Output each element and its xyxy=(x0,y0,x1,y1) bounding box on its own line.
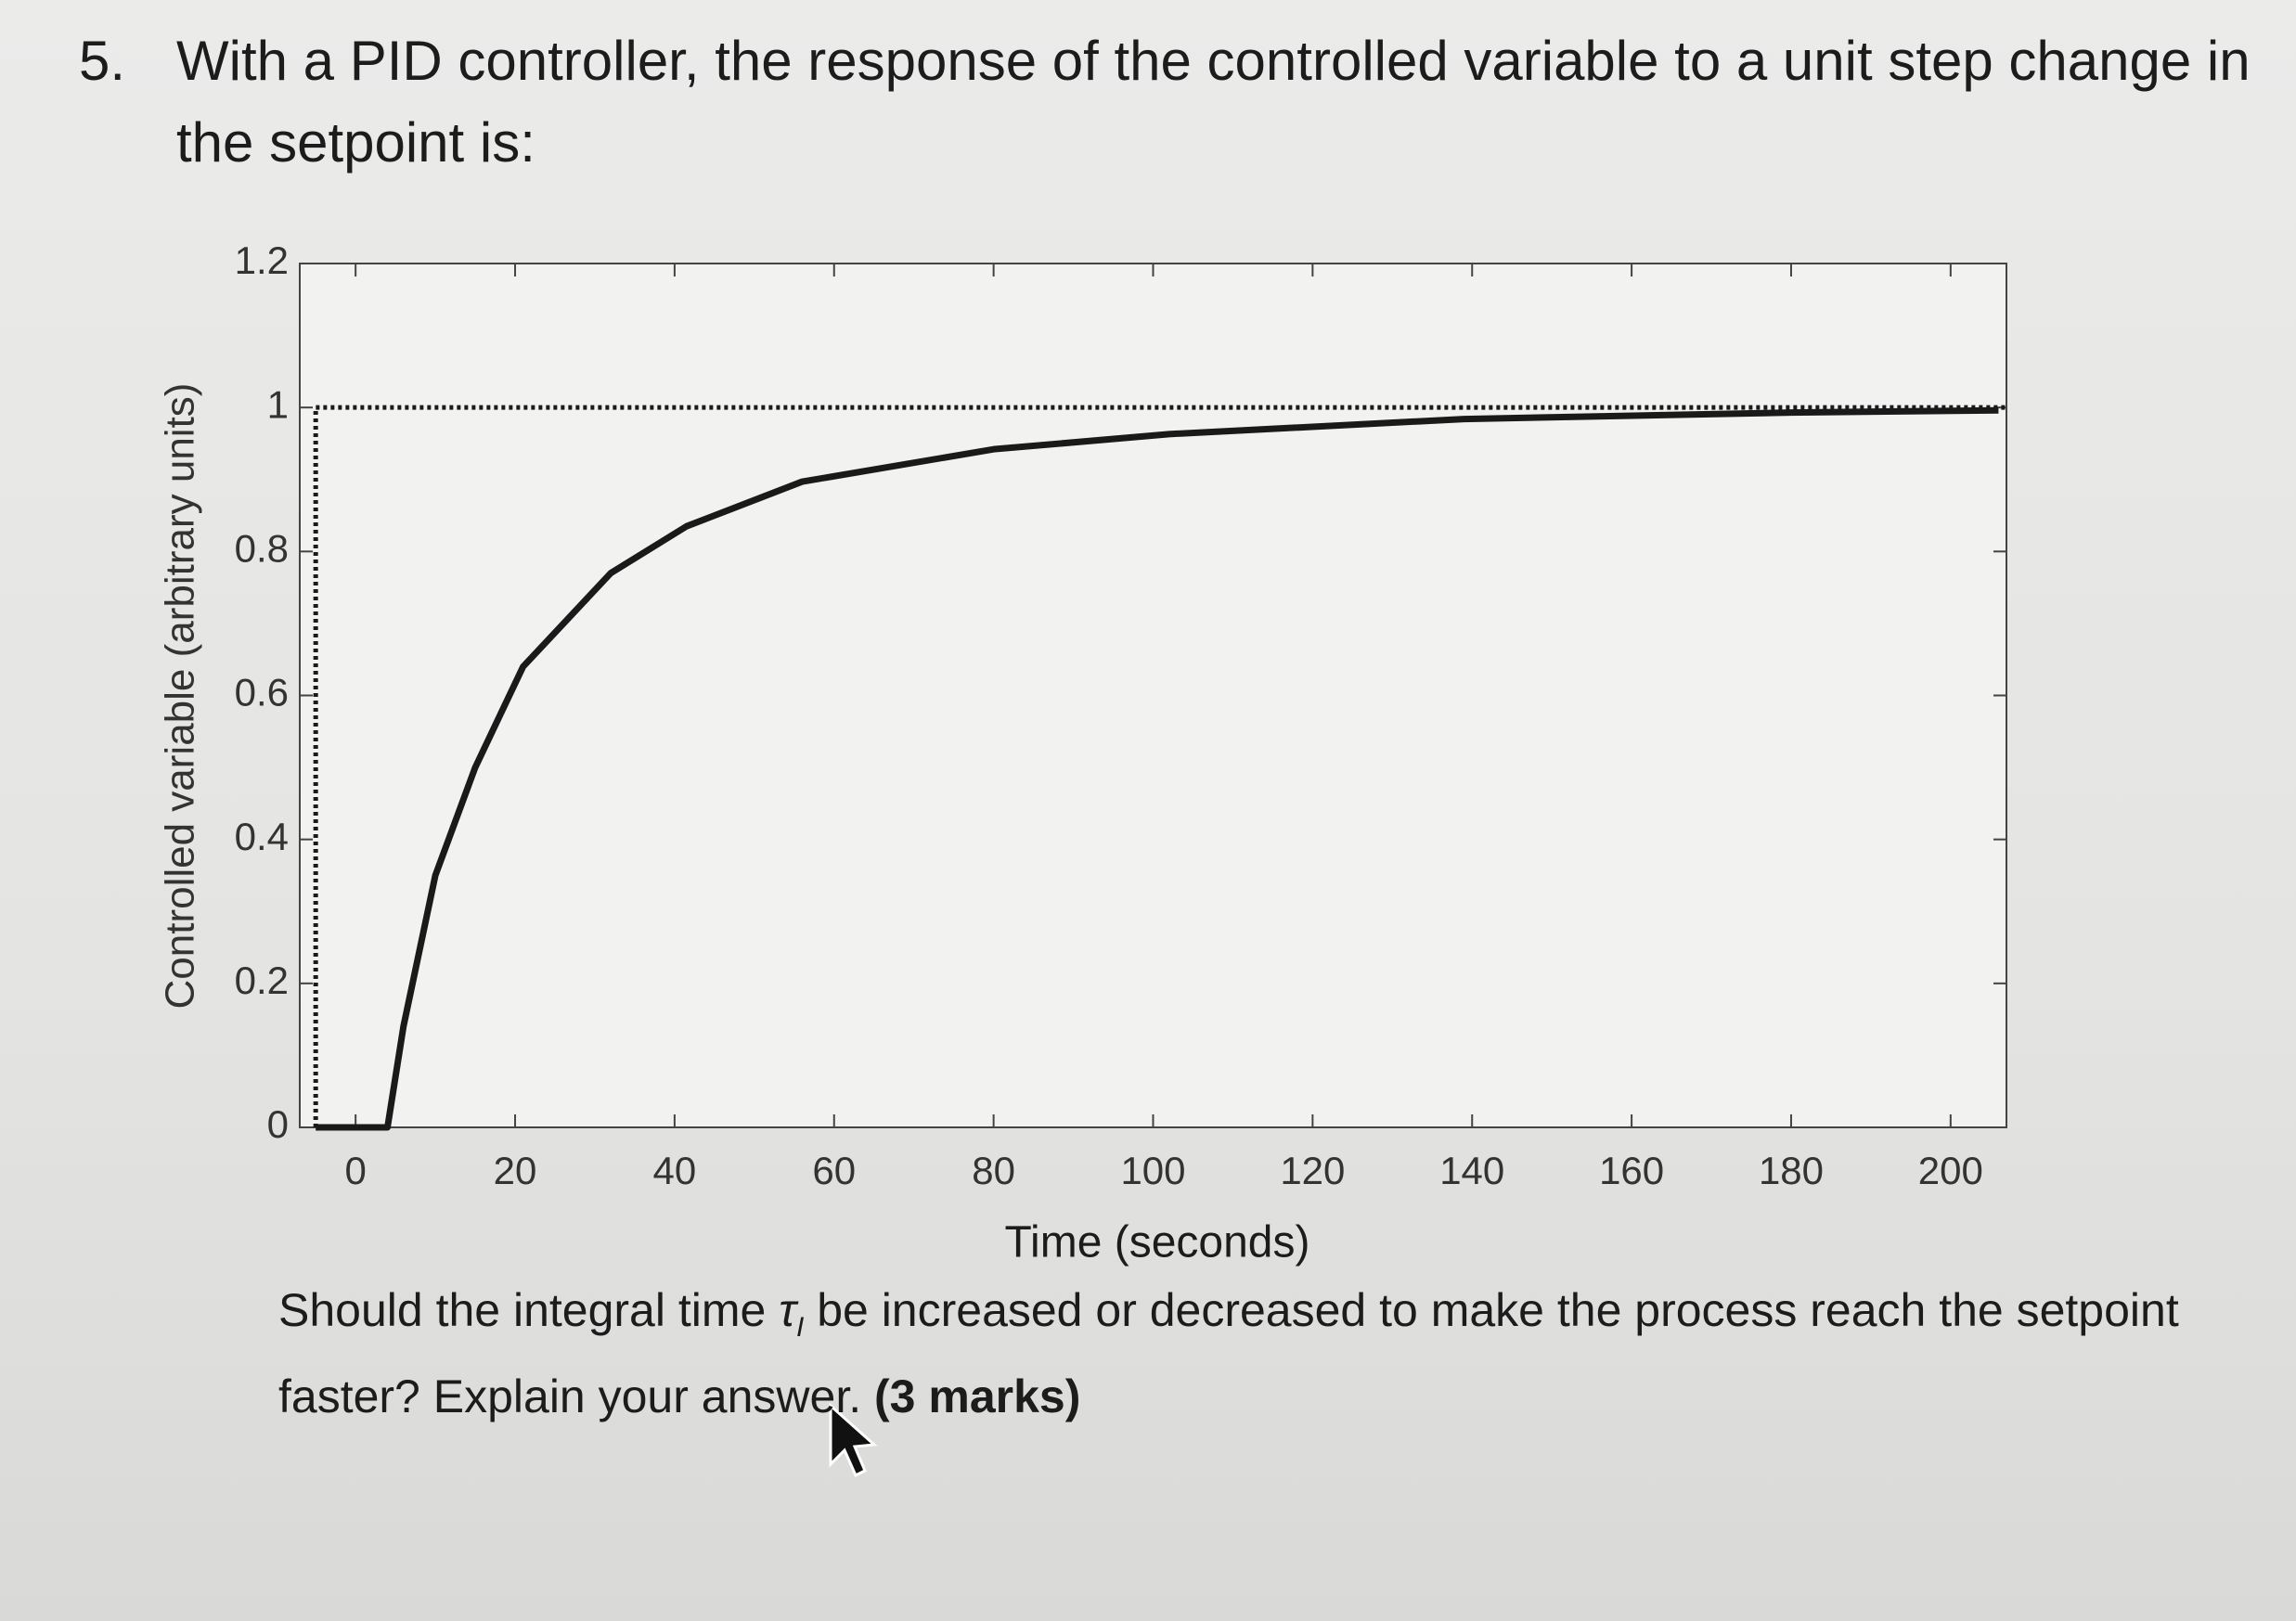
x-tick-label: 40 xyxy=(653,1149,697,1192)
follow-up-question: Should the integral time τI be increased… xyxy=(278,1276,2209,1431)
symbol-subscript: I xyxy=(795,1312,805,1343)
mouse-cursor xyxy=(829,1402,878,1478)
x-tick-label: 200 xyxy=(1918,1149,1983,1192)
follow-up-text: be increased or decreased to make the pr… xyxy=(278,1284,2179,1422)
y-tick-label: 0.2 xyxy=(235,958,289,1002)
x-tick-label: 180 xyxy=(1759,1149,1824,1192)
x-axis-label: Time (seconds) xyxy=(1005,1218,1310,1267)
y-tick-label: 0.8 xyxy=(235,526,289,570)
y-tick-label: 1 xyxy=(267,382,289,426)
y-tick-label: 0.6 xyxy=(235,671,289,714)
x-tick-label: 20 xyxy=(494,1149,537,1192)
y-tick-label: 0 xyxy=(267,1102,289,1146)
plot-area xyxy=(299,263,2007,1128)
symbol: τ xyxy=(779,1284,796,1336)
x-tick-label: 60 xyxy=(812,1149,856,1192)
series-line xyxy=(313,405,2006,1127)
y-tick-label: 0.4 xyxy=(235,815,289,858)
x-tick-label: 0 xyxy=(344,1149,366,1192)
y-tick-label: 1.2 xyxy=(235,238,289,282)
question-text: With a PID controller, the response of t… xyxy=(176,30,2251,174)
x-tick-label: 100 xyxy=(1120,1149,1185,1192)
follow-up-text: Should the integral time xyxy=(278,1284,767,1336)
marks: (3 marks) xyxy=(874,1370,1081,1422)
series-line xyxy=(316,406,1999,1131)
y-axis-label: Controlled variable (arbitrary units) xyxy=(158,383,203,1010)
x-tick-label: 120 xyxy=(1280,1149,1345,1192)
x-tick-label: 80 xyxy=(972,1149,1015,1192)
x-tick-label: 140 xyxy=(1439,1149,1504,1192)
x-tick-label: 160 xyxy=(1599,1149,1664,1192)
question-number: 5. xyxy=(79,30,126,92)
